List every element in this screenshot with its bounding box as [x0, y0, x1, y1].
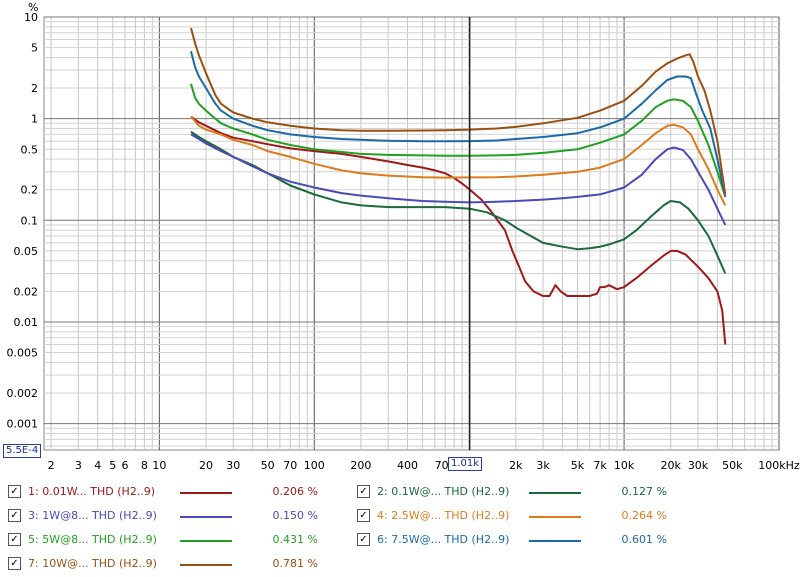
legend-checkbox-1[interactable]: ✓: [8, 485, 21, 498]
legend-item-1[interactable]: ✓ 1: 0.01W... THD (H2..9) 0.206 %: [8, 482, 348, 502]
legend-series-value: 0.431 %: [272, 533, 318, 546]
legend-series-value: 0.264 %: [621, 509, 667, 522]
y-tick-label: 0.01: [14, 316, 39, 329]
x-tick-label: 30k: [688, 459, 709, 472]
x-tick-label: 4: [94, 459, 101, 472]
y-tick-label: 0.05: [14, 245, 39, 258]
y-tick-label: 1: [31, 113, 38, 126]
x-tick-label: 400: [397, 459, 418, 472]
y-tick-label: 0.002: [7, 387, 39, 400]
legend-series-value: 0.150 %: [272, 509, 318, 522]
x-tick-label: 30: [226, 459, 240, 472]
y-unit-label: %: [28, 1, 39, 14]
x-tick-label: 200: [350, 459, 371, 472]
series-line-1: [190, 115, 727, 345]
legend-swatch: [180, 492, 232, 494]
y-tick-label: 5: [31, 42, 38, 55]
thd-chart[interactable]: 2 3 4 5 6 8 10 20 30 50 70 100 200 400 700 2k 3k 5k 7k 10k 2…: [0, 0, 800, 478]
x-tick-label: 20: [199, 459, 213, 472]
legend-series-name: 2: 0.1W@... THD (H2..9): [377, 485, 510, 498]
y-tick-label: 0.1: [21, 214, 39, 227]
legend-item-5[interactable]: ✓ 5: 5W@8... THD (H2..9) 0.431 %: [8, 530, 348, 550]
y-tick-label: 0.5: [21, 143, 39, 156]
legend-swatch: [529, 516, 581, 518]
plot-area: [43, 16, 780, 451]
legend-item-6[interactable]: ✓ 6: 7.5W@... THD (H2..9) 0.601 %: [357, 530, 697, 550]
x-tick-label: 2: [48, 459, 55, 472]
legend-series-name: 3: 1W@8... THD (H2..9): [28, 509, 157, 522]
x-tick-label: 5: [109, 459, 116, 472]
x-tick-label: 70: [283, 459, 297, 472]
cursor-x-readout[interactable]: 1.01k: [448, 457, 483, 471]
legend-checkbox-3[interactable]: ✓: [8, 509, 21, 522]
legend-swatch: [180, 516, 232, 518]
series-line-6: [190, 51, 727, 198]
x-tick-label: 3: [75, 459, 82, 472]
legend-checkbox-7[interactable]: ✓: [8, 557, 21, 570]
legend-series-name: 4: 2.5W@... THD (H2..9): [377, 509, 510, 522]
legend-item-3[interactable]: ✓ 3: 1W@8... THD (H2..9) 0.150 %: [8, 506, 348, 526]
x-tick-label: 2k: [509, 459, 523, 472]
legend-series-name: 5: 5W@8... THD (H2..9): [28, 533, 157, 546]
y-tick-label: 0.02: [14, 285, 39, 298]
legend-checkbox-2[interactable]: ✓: [357, 485, 370, 498]
series-line-4: [190, 115, 727, 206]
legend-checkbox-5[interactable]: ✓: [8, 533, 21, 546]
legend-swatch: [529, 540, 581, 542]
legend-series-value: 0.601 %: [621, 533, 667, 546]
legend: ✓ 1: 0.01W... THD (H2..9) 0.206 % ✓ 2: 0.1W@…: [0, 478, 800, 577]
x-tick-label: 100kHz: [758, 459, 800, 472]
x-tick-label: 50: [261, 459, 275, 472]
legend-series-value: 0.127 %: [621, 485, 667, 498]
y-tick-label: 0.2: [21, 184, 39, 197]
x-tick-label: 100: [304, 459, 325, 472]
series-line-7: [190, 27, 727, 195]
legend-series-name: 1: 0.01W... THD (H2..9): [28, 485, 156, 498]
legend-checkbox-6[interactable]: ✓: [357, 533, 370, 546]
legend-swatch: [180, 564, 232, 566]
x-tick-label: 3k: [536, 459, 550, 472]
x-tick-label: 10k: [614, 459, 635, 472]
x-tick-label: 7k: [593, 459, 607, 472]
legend-series-value: 0.781 %: [272, 557, 318, 570]
x-tick-label: 5k: [571, 459, 585, 472]
legend-item-4[interactable]: ✓ 4: 2.5W@... THD (H2..9) 0.264 %: [357, 506, 697, 526]
y-tick-label: 10: [24, 11, 38, 24]
y-tick-label: 2: [31, 82, 38, 95]
legend-item-7[interactable]: ✓ 7: 10W@... THD (H2..9) 0.781 %: [8, 554, 348, 574]
legend-series-name: 7: 10W@... THD (H2..9): [28, 557, 157, 570]
legend-checkbox-4[interactable]: ✓: [357, 509, 370, 522]
x-tick-label: 8: [141, 459, 148, 472]
y-tick-label: 0.001: [7, 418, 39, 431]
legend-swatch: [180, 540, 232, 542]
legend-series-name: 6: 7.5W@... THD (H2..9): [377, 533, 510, 546]
x-tick-label: 6: [121, 459, 128, 472]
series-line-3: [190, 133, 727, 226]
cursor-y-readout: 5.5E-4: [3, 444, 42, 458]
legend-swatch: [529, 492, 581, 494]
x-tick-label: 20k: [661, 459, 682, 472]
x-tick-label: 10: [152, 459, 166, 472]
legend-item-2[interactable]: ✓ 2: 0.1W@... THD (H2..9) 0.127 %: [357, 482, 697, 502]
x-tick-label: 50k: [722, 459, 743, 472]
y-tick-label: 0.005: [7, 347, 39, 360]
legend-series-value: 0.206 %: [272, 485, 318, 498]
